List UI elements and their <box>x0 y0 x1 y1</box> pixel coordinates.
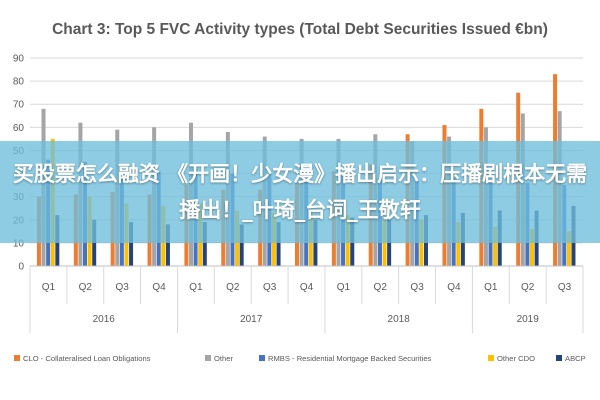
year-label: 2017 <box>240 314 263 325</box>
overlay-banner: 买股票怎么融资 《开画！少女漫》播出启示：压播剧根本无需播出！_叶琦_台词_王敬… <box>0 141 600 243</box>
legend-swatch <box>259 355 265 361</box>
x-tick-label: Q1 <box>189 282 203 293</box>
y-tick-label: 0 <box>18 262 24 273</box>
x-tick-label: Q4 <box>300 282 314 293</box>
bar <box>493 226 498 266</box>
x-tick-label: Q3 <box>115 282 129 293</box>
legend-label: RMBS - Residential Mortgage Backed Secur… <box>268 354 432 363</box>
x-tick-label: Q1 <box>484 282 498 293</box>
bar <box>239 224 244 266</box>
x-tick-label: Q2 <box>226 282 240 293</box>
x-tick-label: Q3 <box>558 282 572 293</box>
x-tick-label: Q3 <box>410 282 424 293</box>
bar <box>129 222 134 266</box>
year-label: 2016 <box>93 314 116 325</box>
x-tick-label: Q2 <box>374 282 388 293</box>
year-label: 2018 <box>388 314 411 325</box>
x-tick-label: Q3 <box>263 282 277 293</box>
year-label: 2019 <box>517 314 540 325</box>
legend-swatch <box>205 355 211 361</box>
legend-label: Other CDO <box>497 354 535 363</box>
legend-swatch <box>488 355 494 361</box>
y-tick-label: 60 <box>13 123 25 134</box>
bar <box>202 222 207 266</box>
x-tick-label: Q2 <box>79 282 93 293</box>
y-tick-label: 70 <box>13 100 25 111</box>
x-tick-label: Q1 <box>42 282 56 293</box>
banner-text: 买股票怎么融资 《开画！少女漫》播出启示：压播剧根本无需播出！_叶琦_台词_王敬… <box>12 162 588 222</box>
legend-swatch <box>556 355 562 361</box>
legend: CLO - Collateralised Loan Obligations Oth… <box>14 354 586 363</box>
x-tick-label: Q2 <box>521 282 535 293</box>
y-tick-label: 10 <box>13 238 25 249</box>
bar <box>276 222 281 266</box>
legend-label: ABCP <box>565 354 586 363</box>
x-tick-label: Q4 <box>152 282 166 293</box>
legend-label: CLO - Collateralised Loan Obligations <box>23 354 151 363</box>
y-tick-label: 90 <box>13 54 25 65</box>
x-axis: Q1 Q2 Q3 Q4 Q1 Q2 Q3 Q4 Q1 Q2 Q3 Q4 Q1 Q2 Q3 2016 2017 20… <box>29 265 584 333</box>
y-tick-label: 80 <box>13 77 25 88</box>
x-tick-label: Q4 <box>447 282 461 293</box>
x-tick-label: Q1 <box>337 282 351 293</box>
bar <box>566 231 571 266</box>
chart-title: Chart 3: Top 5 FVC Activity types (Total… <box>52 21 548 38</box>
bar <box>530 229 534 266</box>
bar <box>456 222 461 266</box>
legend-swatch <box>14 355 20 361</box>
legend-label: Other <box>214 354 233 363</box>
bar <box>165 224 170 266</box>
